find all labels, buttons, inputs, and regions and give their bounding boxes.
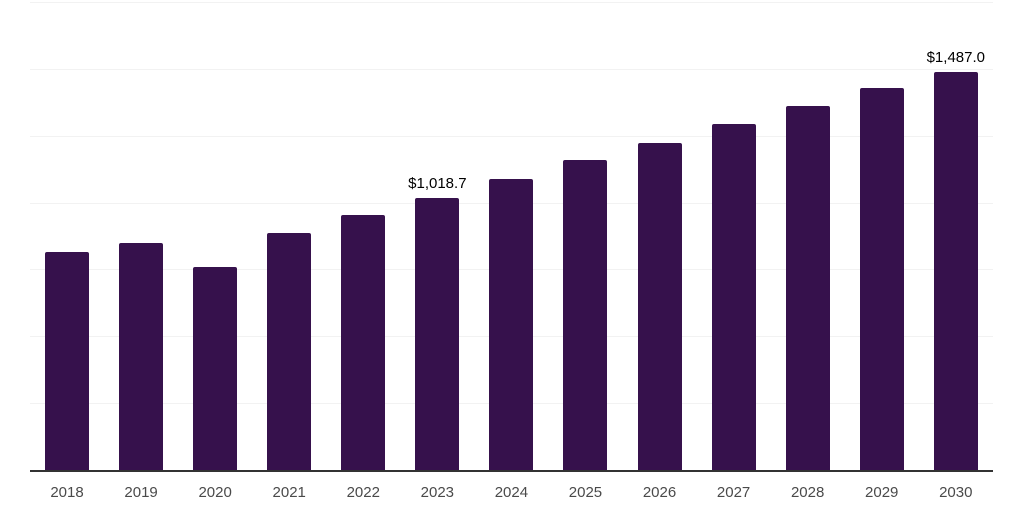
bar-2021 [267, 233, 312, 470]
x-axis-tick-labels: 2018 2019 2020 2021 2022 2023 2024 2025 2026 2027… [30, 484, 993, 501]
bar-slot-2025 [563, 160, 608, 470]
x-tick-label-2024: 2024 [494, 484, 529, 501]
x-tick-label-2020: 2020 [198, 484, 232, 501]
bar-slot-2022 [341, 215, 386, 470]
bar-slot-2029 [859, 88, 904, 470]
gridline-1500 [30, 69, 993, 70]
bar-2022 [341, 215, 386, 470]
x-tick-label-2026: 2026 [642, 484, 677, 501]
bar-slot-2027 [711, 124, 756, 470]
bar-slot-2021 [267, 233, 312, 470]
bar-slot-2018 [45, 252, 90, 470]
x-tick-label-2029: 2029 [865, 484, 899, 501]
bar-slot-2023: $1,018.7 [408, 176, 467, 470]
bar-2024 [489, 179, 534, 470]
x-tick-label-2028: 2028 [790, 484, 825, 501]
x-tick-label-2025: 2025 [568, 484, 603, 501]
bar-2023 [415, 198, 460, 470]
x-tick-label-2022: 2022 [346, 484, 380, 501]
gridline-1250 [30, 136, 993, 137]
bar-2030 [933, 72, 978, 470]
gridline-1750 [30, 2, 993, 3]
bar-2027 [711, 124, 756, 470]
bar-slot-2026 [637, 143, 682, 470]
bar-2029 [859, 88, 904, 470]
x-tick-label-2021: 2021 [272, 484, 306, 501]
bar-slot-2024 [489, 179, 534, 470]
x-tick-label-2023: 2023 [420, 484, 455, 501]
bar-slot-2028 [785, 106, 830, 470]
x-tick-label-2027: 2027 [716, 484, 751, 501]
x-axis-line [30, 470, 993, 472]
bar-2018 [45, 252, 90, 470]
bar-slot-2030: $1,487.0 [927, 50, 985, 470]
x-tick-label-2030: 2030 [939, 484, 973, 501]
bar-2026 [637, 143, 682, 470]
bar-2020 [193, 267, 238, 470]
bar-2028 [785, 106, 830, 470]
x-tick-label-2018: 2018 [50, 484, 84, 501]
bar-2025 [563, 160, 608, 470]
bar-2019 [119, 243, 164, 470]
x-tick-label-2019: 2019 [124, 484, 158, 501]
bars-layer: $1,018.7 $1,487.0 [30, 2, 993, 470]
bar-slot-2020 [193, 267, 238, 470]
bar-value-label-2023: $1,018.7 [408, 175, 467, 192]
bar-slot-2019 [119, 243, 164, 470]
plot-area: $1,018.7 $1,487.0 [30, 2, 993, 470]
bar-value-label-2030: $1,487.0 [926, 49, 985, 66]
